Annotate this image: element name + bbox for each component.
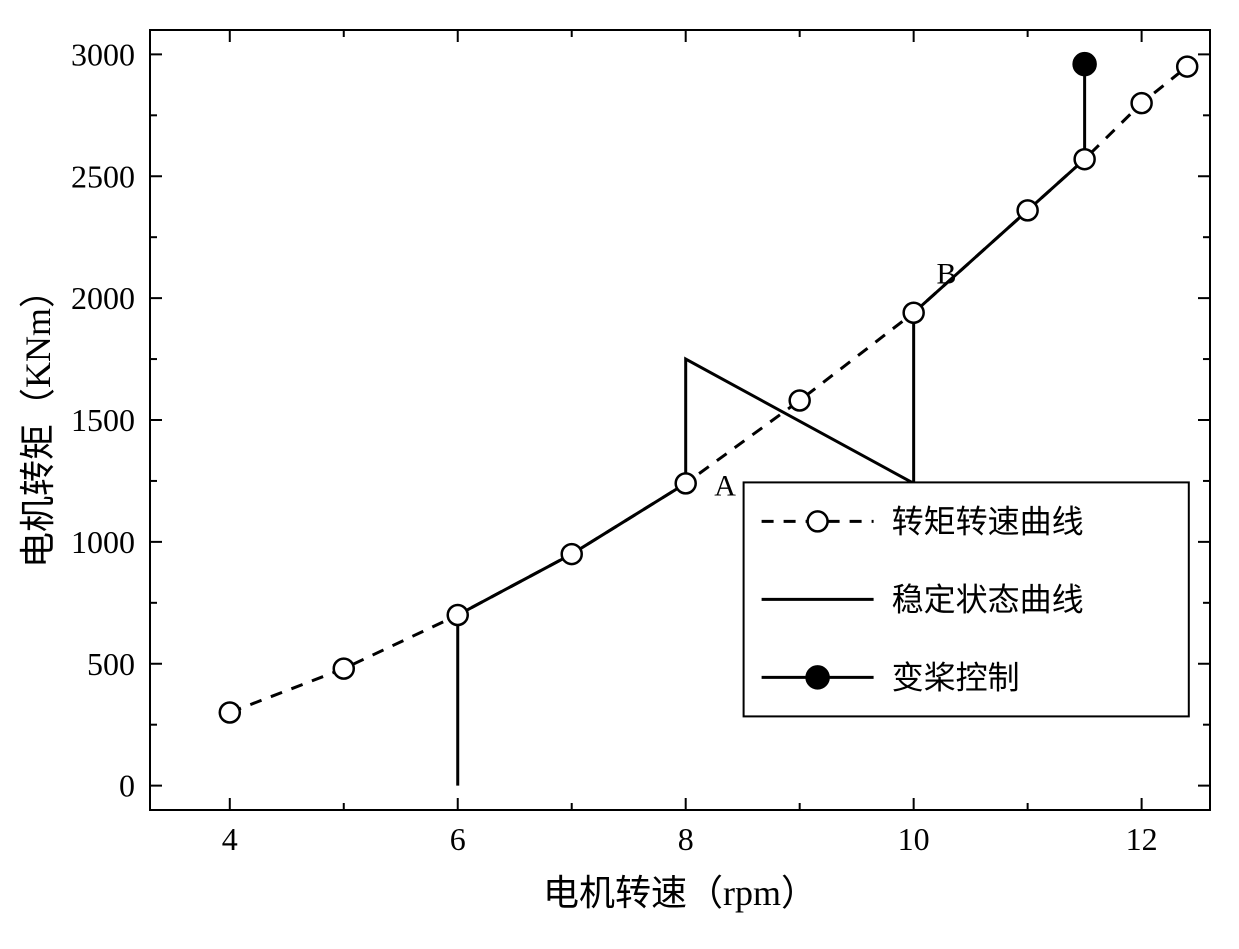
- torque-speed-chart: 4 6 8 10 12 电机转速（rpm） 0 500 1000 1500 2000 2500 3000…: [0, 0, 1239, 949]
- x-tick-label: 4: [222, 821, 238, 857]
- chart-container: 4 6 8 10 12 电机转速（rpm） 0 500 1000 1500 2000 2500 3000…: [0, 0, 1239, 949]
- y-tick-label: 2500: [71, 158, 135, 194]
- legend-swatch-filled-circle: [807, 666, 829, 688]
- pitch-control-marker: [1074, 53, 1096, 75]
- y-tick-label: 1000: [71, 524, 135, 560]
- x-tick-label: 6: [450, 821, 466, 857]
- torque-speed-marker: [1018, 200, 1038, 220]
- legend-label: 稳定状态曲线: [892, 581, 1084, 617]
- y-tick-label: 3000: [71, 36, 135, 72]
- torque-speed-marker: [562, 544, 582, 564]
- legend-label: 转矩转速曲线: [892, 503, 1084, 539]
- torque-speed-marker: [448, 605, 468, 625]
- torque-speed-marker: [334, 659, 354, 679]
- y-tick-label: 0: [119, 768, 135, 804]
- torque-speed-marker: [904, 303, 924, 323]
- torque-speed-marker: [676, 473, 696, 493]
- y-tick-label: 500: [87, 646, 135, 682]
- torque-speed-marker: [1132, 93, 1152, 113]
- x-tick-label: 10: [898, 821, 930, 857]
- y-tick-label: 1500: [71, 402, 135, 438]
- x-tick-label: 8: [678, 821, 694, 857]
- y-axis-title: 电机转矩（KNm）: [18, 272, 58, 568]
- x-axis-title: 电机转速（rpm）: [543, 873, 817, 913]
- legend-swatch-open-circle: [808, 511, 828, 531]
- y-tick-label: 2000: [71, 280, 135, 316]
- annotation-label: A: [714, 470, 736, 503]
- torque-speed-marker: [220, 703, 240, 723]
- torque-speed-marker: [1177, 57, 1197, 77]
- torque-speed-marker: [790, 391, 810, 411]
- torque-speed-marker: [1075, 149, 1095, 169]
- legend-label: 变桨控制: [892, 659, 1020, 695]
- x-tick-label: 12: [1126, 821, 1158, 857]
- annotation-label: B: [936, 258, 956, 291]
